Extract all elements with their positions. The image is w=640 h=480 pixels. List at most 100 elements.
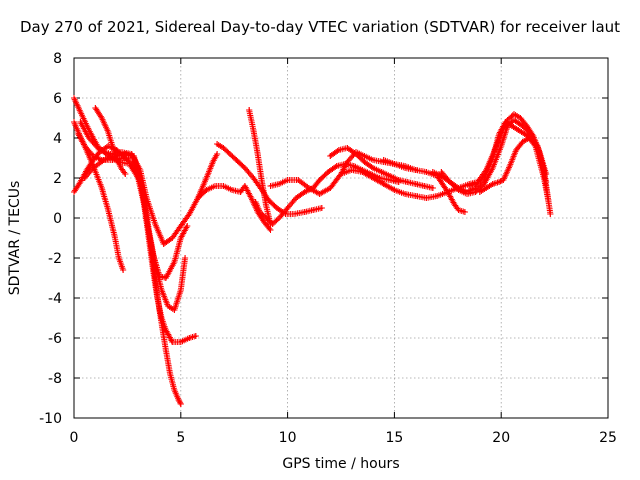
data-point <box>361 153 368 159</box>
data-point <box>344 145 351 151</box>
data-point <box>233 157 240 163</box>
data-point <box>220 183 227 189</box>
data-point <box>504 117 511 123</box>
data-point <box>171 387 178 393</box>
y-tick-label: 0 <box>53 211 62 227</box>
data-point <box>380 157 387 163</box>
data-point <box>404 179 411 185</box>
data-point <box>71 95 77 101</box>
data-point <box>177 287 184 293</box>
series-arc-7 <box>92 105 129 177</box>
data-point <box>316 191 323 197</box>
data-point <box>335 147 342 153</box>
data-point <box>513 147 520 153</box>
series-arc-18 <box>466 111 550 189</box>
data-point <box>316 177 323 183</box>
data-point <box>327 185 334 191</box>
data-point <box>184 223 191 229</box>
data-point <box>177 339 184 345</box>
data-point <box>117 149 124 155</box>
data-point <box>412 193 419 199</box>
data-point <box>496 179 503 185</box>
data-point <box>246 107 253 113</box>
y-tick-label: 4 <box>53 131 62 147</box>
x-tick-label: 5 <box>176 430 185 446</box>
data-point <box>483 185 490 191</box>
data-point <box>214 151 221 157</box>
data-point <box>305 185 312 191</box>
data-point <box>515 127 522 133</box>
data-point <box>81 175 88 181</box>
data-point <box>391 161 398 167</box>
data-point <box>229 187 236 193</box>
data-point <box>476 189 483 195</box>
data-point <box>160 241 167 247</box>
data-point <box>511 111 518 117</box>
data-point <box>81 143 88 149</box>
data-point <box>295 177 302 183</box>
data-point <box>325 169 332 175</box>
data-point <box>111 233 118 239</box>
data-point <box>241 183 248 189</box>
data-point <box>451 201 458 207</box>
data-point <box>250 175 257 181</box>
data-point <box>175 397 182 403</box>
data-point <box>359 169 366 175</box>
y-tick-label: -2 <box>48 251 62 267</box>
plot-frame <box>73 57 609 419</box>
data-point <box>254 151 261 157</box>
data-point <box>90 153 97 159</box>
data-point <box>434 193 441 199</box>
data-point <box>113 155 120 161</box>
series-arc-3 <box>71 95 199 345</box>
data-point <box>192 333 199 339</box>
data-point <box>105 129 112 135</box>
data-point <box>327 153 334 159</box>
data-point <box>152 221 159 227</box>
data-point <box>143 219 150 225</box>
data-point <box>105 207 112 213</box>
data-point <box>269 221 276 227</box>
data-point <box>464 191 471 197</box>
data-point <box>85 135 92 141</box>
data-point <box>318 205 325 211</box>
data-point <box>162 327 169 333</box>
data-point <box>107 151 114 157</box>
data-point <box>525 135 532 141</box>
data-point <box>117 165 124 171</box>
data-point <box>250 127 257 133</box>
data-point <box>466 183 473 189</box>
data-point <box>120 267 127 273</box>
data-markers <box>71 95 199 345</box>
data-point <box>211 183 218 189</box>
data-point <box>258 179 265 185</box>
data-point <box>284 205 291 211</box>
x-tick-label: 25 <box>599 430 617 446</box>
ticks: 0 5 10 15 20 25 -10 -8 -6 -4 -2 0 2 4 6 8 <box>39 51 617 446</box>
chart-title: Day 270 of 2021, Sidereal Day-to-day VTE… <box>19 18 621 36</box>
data-point <box>483 167 490 173</box>
axes <box>73 57 609 419</box>
data-point <box>523 123 530 129</box>
x-tick-label: 15 <box>385 430 403 446</box>
data-point <box>100 157 107 163</box>
data-point <box>177 223 184 229</box>
data-point <box>489 165 496 171</box>
data-point <box>423 169 430 175</box>
data-point <box>203 175 210 181</box>
data-point <box>220 145 227 151</box>
data-point <box>90 165 97 171</box>
data-point <box>378 169 385 175</box>
data-point <box>71 189 77 195</box>
data-point <box>167 371 174 377</box>
data-point <box>361 159 368 165</box>
data-point <box>98 115 105 121</box>
data-point <box>267 183 274 189</box>
data-point <box>252 199 259 205</box>
data-point <box>387 173 394 179</box>
data-point <box>429 169 436 175</box>
series-arc-9 <box>214 141 325 217</box>
data-point <box>77 109 84 115</box>
y-tick-label: -10 <box>39 411 62 427</box>
data-point <box>395 177 402 183</box>
